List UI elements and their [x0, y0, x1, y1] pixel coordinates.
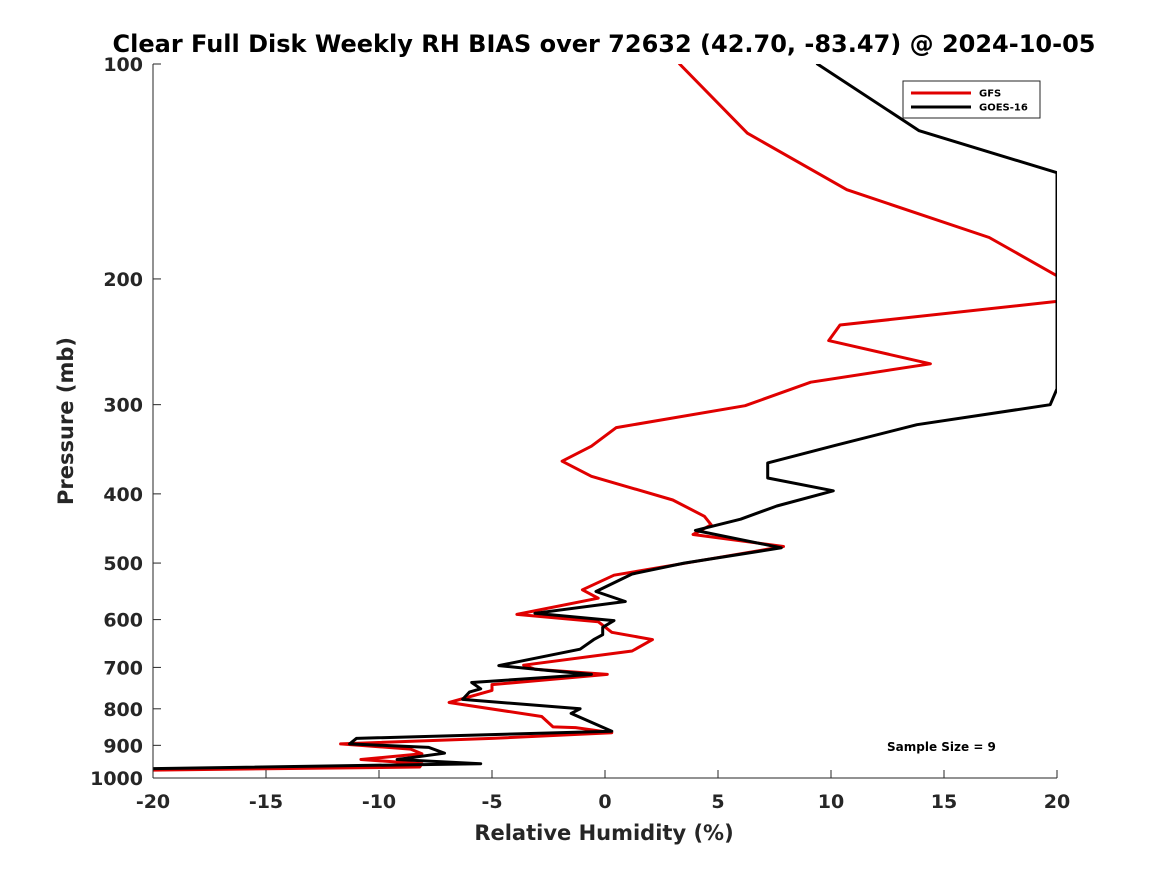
- y-tick-label: 600: [103, 610, 143, 632]
- y-tick-label: 200: [103, 269, 143, 291]
- y-tick-label: 500: [103, 553, 143, 575]
- legend-items: GFS GOES-16: [911, 89, 1028, 114]
- series-line-gfs: [153, 64, 1057, 772]
- x-tick-label: -20: [136, 791, 170, 813]
- y-tick-label: 100: [103, 54, 143, 76]
- plot-area: -20 -15 -10 -5 0 5 10 15 20 100 200 300 400 500 600 70…: [90, 54, 1070, 813]
- y-tick-label: 800: [103, 699, 143, 721]
- x-tick-label: -15: [249, 791, 283, 813]
- y-tick-label: 400: [103, 484, 143, 506]
- legend-box: [902, 80, 1041, 119]
- x-axis-ticks: -20 -15 -10 -5 0 5 10 15 20: [136, 770, 1070, 813]
- legend-entry-label: GFS: [979, 89, 1001, 100]
- x-tick-label: 20: [1044, 791, 1070, 813]
- x-tick-label: 5: [711, 791, 724, 813]
- legend-entry-label: GOES-16: [979, 103, 1028, 114]
- x-tick-label: 0: [598, 791, 611, 813]
- x-tick-label: 10: [818, 791, 844, 813]
- y-tick-label: 300: [103, 395, 143, 417]
- y-axis-label: Pressure (mb): [54, 337, 78, 505]
- x-axis-label: Relative Humidity (%): [474, 821, 733, 845]
- x-tick-label: -5: [481, 791, 502, 813]
- y-tick-label: 1000: [90, 768, 143, 790]
- sample-size-annotation: Sample Size = 9: [887, 740, 996, 754]
- chart-title: Clear Full Disk Weekly RH BIAS over 7263…: [113, 30, 1096, 58]
- x-tick-label: 15: [931, 791, 957, 813]
- y-tick-label: 900: [103, 735, 143, 757]
- legend: GFS GOES-16: [902, 80, 1041, 119]
- y-axis-ticks: 100 200 300 400 500 600 700 800 900 1000: [90, 54, 161, 790]
- x-tick-label: -10: [362, 791, 396, 813]
- y-tick-label: 700: [103, 657, 143, 679]
- series-layer: [153, 64, 1057, 772]
- plot-background: [153, 64, 1057, 778]
- series-line-goes-16: [153, 64, 1057, 771]
